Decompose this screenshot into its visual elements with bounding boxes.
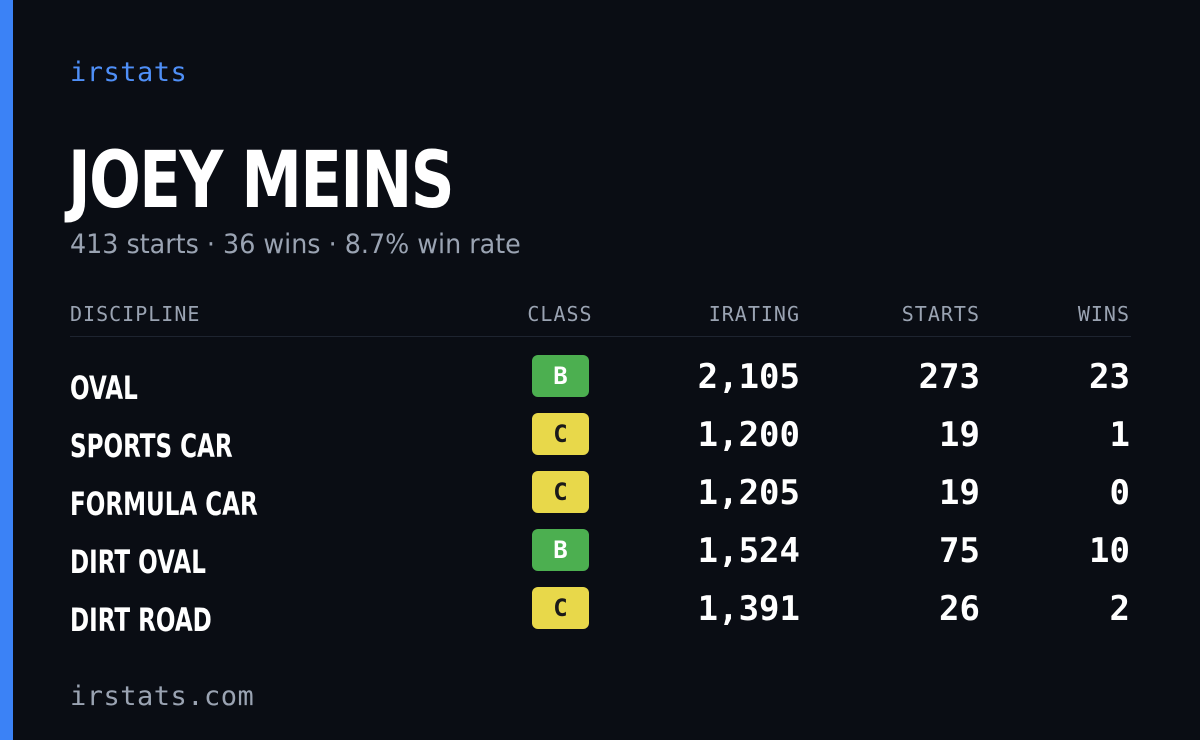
player-summary: 413 starts · 36 wins · 8.7% win rate: [70, 229, 521, 260]
table-row: OVAL B 2,105 273 23: [70, 353, 1131, 411]
class-badge: B: [532, 355, 589, 397]
discipline-name: DIRT ROAD: [70, 601, 212, 639]
wins-value: 2: [1109, 589, 1130, 629]
irating-value: 1,524: [697, 531, 800, 571]
table-row: DIRT ROAD C 1,391 26 2: [70, 585, 1131, 643]
wins-value: 23: [1089, 357, 1130, 397]
discipline-name: SPORTS CAR: [70, 427, 233, 465]
header-class: CLASS: [527, 302, 593, 326]
class-badge: C: [532, 413, 589, 455]
starts-value: 26: [939, 589, 980, 629]
player-name: JOEY MEINS: [68, 136, 455, 226]
table-header: DISCIPLINE CLASS IRATING STARTS WINS: [70, 296, 1131, 337]
irating-value: 1,200: [697, 415, 800, 455]
class-badge: C: [532, 587, 589, 629]
starts-value: 19: [939, 473, 980, 513]
stats-table: DISCIPLINE CLASS IRATING STARTS WINS OVA…: [70, 296, 1131, 643]
discipline-name: OVAL: [70, 369, 138, 407]
starts-value: 273: [918, 357, 980, 397]
class-badge: B: [532, 529, 589, 571]
irating-value: 1,391: [697, 589, 800, 629]
accent-bar: [0, 0, 13, 740]
discipline-name: DIRT OVAL: [70, 543, 206, 581]
footer-url: irstats.com: [70, 681, 255, 712]
table-row: DIRT OVAL B 1,524 75 10: [70, 527, 1131, 585]
header-discipline: DISCIPLINE: [70, 302, 201, 326]
header-irating: IRATING: [708, 302, 800, 326]
class-badge: C: [532, 471, 589, 513]
header-starts: STARTS: [901, 302, 980, 326]
wins-value: 1: [1109, 415, 1130, 455]
table-body: OVAL B 2,105 273 23 SPORTS CAR C 1,200 1…: [70, 353, 1131, 643]
header-wins: WINS: [1077, 302, 1130, 326]
discipline-name: FORMULA CAR: [70, 485, 258, 523]
wins-value: 0: [1109, 473, 1130, 513]
starts-value: 19: [939, 415, 980, 455]
table-row: FORMULA CAR C 1,205 19 0: [70, 469, 1131, 527]
brand-logo: irstats: [70, 57, 188, 88]
table-row: SPORTS CAR C 1,200 19 1: [70, 411, 1131, 469]
irating-value: 2,105: [697, 357, 800, 397]
irating-value: 1,205: [697, 473, 800, 513]
wins-value: 10: [1089, 531, 1130, 571]
starts-value: 75: [939, 531, 980, 571]
